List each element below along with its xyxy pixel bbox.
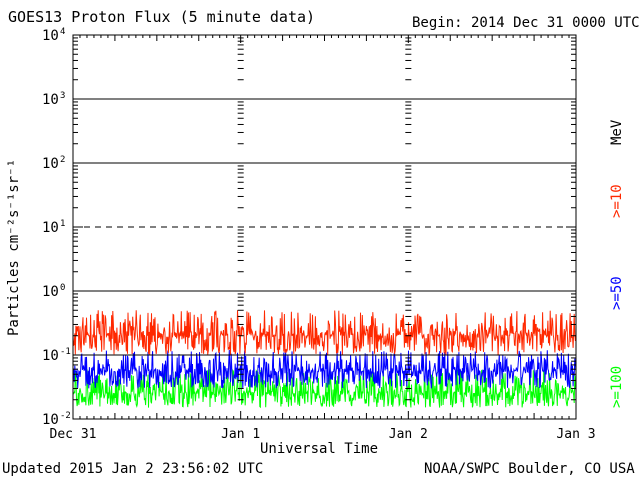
x-tick-label: Jan 1 bbox=[221, 427, 260, 442]
y-axis-label: Particles cm⁻²s⁻¹sr⁻¹ bbox=[6, 159, 22, 336]
y-tick-exponent: 2 bbox=[60, 155, 65, 165]
y-tick-label: 10 bbox=[42, 284, 59, 300]
x-tick-label: Jan 2 bbox=[389, 427, 428, 442]
y-tick-exponent: 0 bbox=[60, 283, 65, 293]
y-tick-label: 10 bbox=[42, 28, 59, 44]
legend-item-100mev: >=100 bbox=[609, 365, 625, 408]
begin-time: Begin: 2014 Dec 31 0000 UTC bbox=[412, 15, 640, 31]
y-tick-exponent: -1 bbox=[60, 347, 71, 357]
y-tick-label: 10 bbox=[42, 156, 59, 172]
x-tick-label: Jan 3 bbox=[556, 427, 595, 442]
y-tick-exponent: 3 bbox=[60, 91, 65, 101]
y-tick-label: 10 bbox=[42, 348, 59, 364]
y-tick-label: 10 bbox=[42, 220, 59, 236]
x-axis-label: Universal Time bbox=[260, 441, 379, 457]
y-axis-label-text: Particles cm⁻²s⁻¹sr⁻¹ bbox=[6, 158, 22, 336]
y-tick-exponent: 4 bbox=[60, 27, 65, 37]
y-tick-label: 10 bbox=[42, 92, 59, 108]
legend-unit: MeV bbox=[609, 119, 625, 145]
x-tick-label: Dec 31 bbox=[50, 427, 97, 442]
series-line-0 bbox=[72, 310, 577, 356]
y-tick-exponent: -2 bbox=[60, 411, 71, 421]
legend-item-50mev: >=50 bbox=[609, 276, 625, 310]
data-source: NOAA/SWPC Boulder, CO USA bbox=[424, 461, 635, 477]
legend-item-10mev: >=10 bbox=[609, 184, 625, 218]
y-tick-label: 10 bbox=[42, 412, 59, 428]
updated-time: Updated 2015 Jan 2 23:56:02 UTC bbox=[2, 461, 264, 477]
y-tick-exponent: 1 bbox=[60, 219, 65, 229]
series-line-1 bbox=[72, 349, 577, 389]
chart-title: GOES13 Proton Flux (5 minute data) bbox=[8, 8, 316, 26]
